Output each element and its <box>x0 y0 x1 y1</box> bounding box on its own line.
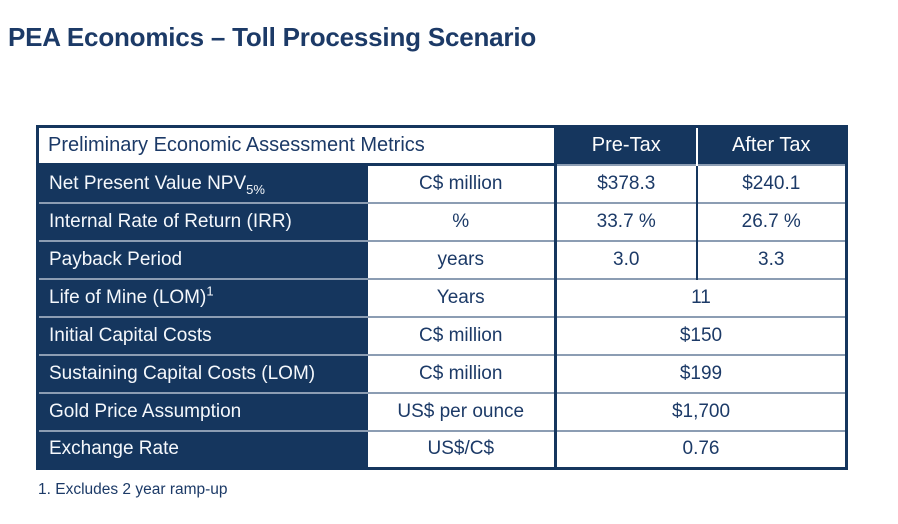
table-row: Net Present Value NPV5% C$ million $378.… <box>37 163 847 203</box>
unit-cell: C$ million <box>367 315 557 355</box>
table-row: Exchange Rate US$/C$ 0.76 <box>37 429 847 469</box>
metrics-header-cell: Preliminary Economic Assessment Metrics <box>36 125 557 166</box>
metric-label-npv: Net Present Value NPV5% <box>37 163 368 203</box>
metric-label-payback: Payback Period <box>37 239 368 279</box>
pretax-value: $378.3 <box>555 163 698 203</box>
unit-cell: years <box>367 239 557 279</box>
table-header-row: Preliminary Economic Assessment Metrics … <box>36 125 847 166</box>
metric-text: Net Present Value NPV <box>49 172 247 194</box>
combined-value: $150 <box>555 315 847 355</box>
aftertax-value: 26.7 % <box>696 201 847 241</box>
table-row: Sustaining Capital Costs (LOM) C$ millio… <box>37 353 847 393</box>
pea-metrics-table: Preliminary Economic Assessment Metrics … <box>36 125 848 470</box>
table-row: Gold Price Assumption US$ per ounce $1,7… <box>37 391 847 431</box>
unit-cell: C$ million <box>367 163 557 203</box>
table-row: Initial Capital Costs C$ million $150 <box>37 315 847 355</box>
metric-label-lom: Life of Mine (LOM)1 <box>37 277 368 317</box>
pretax-value: 3.0 <box>555 239 698 279</box>
aftertax-value: $240.1 <box>696 163 847 203</box>
metric-superscript: 1 <box>206 283 214 299</box>
metric-label-sustaining-capital: Sustaining Capital Costs (LOM) <box>37 353 368 393</box>
table-row: Payback Period years 3.0 3.3 <box>37 239 847 279</box>
unit-cell: Years <box>367 277 557 317</box>
metric-text: Life of Mine (LOM) <box>49 286 207 308</box>
table-row: Internal Rate of Return (IRR) % 33.7 % 2… <box>37 201 847 241</box>
metric-label-exchange-rate: Exchange Rate <box>37 429 368 469</box>
combined-value: 0.76 <box>555 429 847 469</box>
metric-label-irr: Internal Rate of Return (IRR) <box>37 201 368 241</box>
unit-cell: C$ million <box>367 353 557 393</box>
combined-value: $199 <box>555 353 847 393</box>
metric-subscript: 5% <box>246 181 265 197</box>
metric-label-initial-capital: Initial Capital Costs <box>37 315 368 355</box>
aftertax-header-cell: After Tax <box>695 126 847 165</box>
table-row: Life of Mine (LOM)1 Years 11 <box>37 277 847 317</box>
unit-cell: US$ per ounce <box>367 391 557 431</box>
unit-cell: US$/C$ <box>367 429 557 469</box>
pretax-value: 33.7 % <box>555 201 698 241</box>
aftertax-value: 3.3 <box>696 239 847 279</box>
pretax-header-cell: Pre-Tax <box>555 126 697 165</box>
unit-cell: % <box>367 201 557 241</box>
combined-value: $1,700 <box>555 391 847 431</box>
metric-label-gold-price: Gold Price Assumption <box>37 391 368 431</box>
combined-value: 11 <box>555 277 847 317</box>
footnote: 1. Excludes 2 year ramp-up <box>38 481 228 498</box>
page-title: PEA Economics – Toll Processing Scenario <box>8 22 537 52</box>
